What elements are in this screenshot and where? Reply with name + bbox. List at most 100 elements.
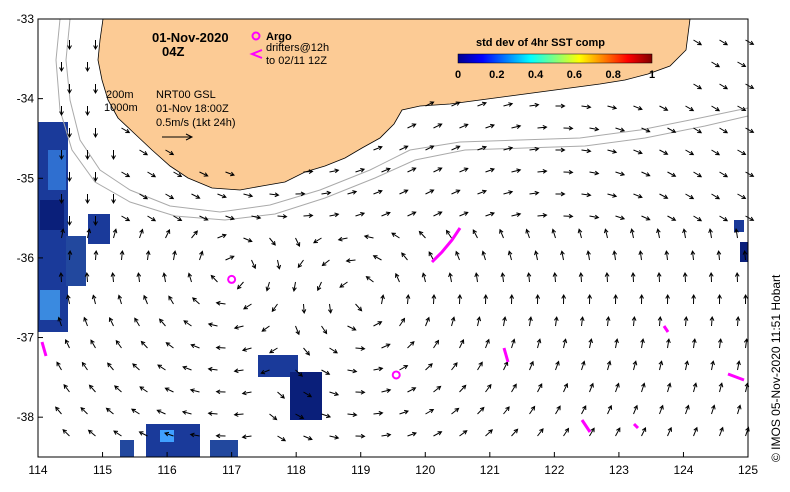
current-vector bbox=[640, 338, 645, 349]
current-vector bbox=[321, 325, 328, 335]
current-vector bbox=[615, 382, 620, 393]
current-vector bbox=[407, 167, 417, 173]
current-vector bbox=[329, 434, 340, 440]
current-vector bbox=[607, 105, 618, 110]
current-vector bbox=[241, 347, 252, 352]
current-vector bbox=[317, 281, 322, 292]
current-vector bbox=[667, 171, 677, 177]
current-vector bbox=[271, 303, 278, 313]
current-vector bbox=[641, 171, 651, 177]
current-vector bbox=[405, 293, 411, 305]
colorbar bbox=[457, 53, 653, 64]
current-vector bbox=[745, 127, 755, 133]
current-vector bbox=[537, 169, 548, 174]
current-vector bbox=[685, 404, 690, 415]
current-vector bbox=[425, 408, 435, 415]
current-vector bbox=[719, 83, 729, 90]
current-vector bbox=[481, 250, 487, 261]
current-vector bbox=[614, 338, 619, 349]
current-vector bbox=[425, 189, 435, 195]
current-vector bbox=[165, 228, 171, 239]
current-vector bbox=[85, 194, 90, 205]
current-vector bbox=[93, 84, 98, 95]
current-vector bbox=[165, 193, 175, 200]
current-vector bbox=[66, 294, 71, 305]
current-vector bbox=[241, 434, 252, 440]
current-vector bbox=[503, 146, 514, 151]
current-vector bbox=[381, 343, 391, 349]
current-vector bbox=[528, 316, 533, 327]
current-vector bbox=[552, 271, 558, 283]
current-vector bbox=[59, 106, 64, 117]
current-vector bbox=[638, 250, 644, 261]
current-vector bbox=[560, 250, 565, 261]
current-vector bbox=[459, 123, 469, 129]
current-vector bbox=[173, 215, 183, 222]
current-vector bbox=[666, 382, 672, 393]
current-vector bbox=[615, 171, 626, 176]
current-vector bbox=[380, 294, 385, 305]
current-vector bbox=[606, 360, 612, 371]
current-vector bbox=[684, 360, 690, 371]
current-vector bbox=[483, 293, 489, 305]
current-vector bbox=[581, 360, 586, 371]
current-vector bbox=[485, 383, 492, 393]
current-vector bbox=[615, 127, 626, 132]
current-vector bbox=[373, 410, 384, 416]
lat-tick-label: -37 bbox=[17, 331, 35, 345]
current-vector bbox=[156, 409, 166, 415]
current-vector bbox=[613, 293, 618, 305]
current-vector bbox=[295, 369, 303, 377]
current-vector bbox=[509, 293, 515, 305]
current-vector bbox=[692, 338, 697, 349]
current-vector bbox=[199, 250, 204, 261]
colorbar-tick-label: 0.6 bbox=[567, 69, 582, 81]
lat-tick-label: -36 bbox=[17, 251, 35, 265]
current-vector bbox=[682, 271, 688, 283]
current-vector bbox=[321, 190, 332, 196]
current-vector bbox=[450, 316, 456, 327]
current-vector bbox=[581, 148, 592, 154]
current-vector bbox=[578, 271, 584, 283]
current-vector bbox=[667, 127, 677, 133]
current-vector bbox=[589, 126, 600, 132]
current-vector bbox=[511, 338, 516, 349]
current-vector bbox=[555, 360, 560, 371]
current-vector bbox=[217, 233, 227, 239]
current-vector bbox=[64, 338, 70, 349]
current-vector bbox=[260, 369, 270, 375]
lon-axis: 114 115 116 117 118 119 120 121 122 123 124 125 bbox=[28, 452, 758, 477]
current-vector bbox=[656, 271, 662, 283]
current-vector bbox=[59, 194, 64, 205]
current-vector bbox=[337, 236, 348, 242]
current-vector bbox=[215, 389, 226, 395]
current-vector bbox=[511, 168, 522, 173]
current-vector bbox=[734, 271, 740, 283]
current-vector bbox=[433, 123, 443, 129]
current-vector bbox=[485, 167, 495, 173]
argo-legend-icon bbox=[251, 31, 261, 41]
current-vector bbox=[745, 83, 755, 89]
current-vector bbox=[537, 125, 548, 130]
current-vector bbox=[693, 127, 703, 134]
drifter-tracks bbox=[40, 227, 745, 433]
current-vector bbox=[737, 193, 747, 200]
current-vector bbox=[189, 432, 200, 438]
current-vector bbox=[243, 193, 254, 198]
current-vector bbox=[207, 366, 218, 372]
current-vector bbox=[63, 383, 70, 393]
current-vector bbox=[269, 237, 276, 246]
current-vector bbox=[589, 170, 600, 176]
current-vector bbox=[503, 406, 510, 415]
current-vector bbox=[451, 407, 460, 415]
current-vector bbox=[93, 172, 98, 183]
current-vector bbox=[563, 382, 569, 393]
current-vector bbox=[329, 391, 340, 396]
current-vector bbox=[683, 315, 689, 327]
current-vector bbox=[407, 387, 417, 393]
current-vector bbox=[321, 369, 331, 375]
current-vector bbox=[373, 321, 383, 327]
current-vector bbox=[355, 303, 363, 312]
current-vector bbox=[537, 383, 543, 393]
current-vector bbox=[459, 211, 469, 217]
